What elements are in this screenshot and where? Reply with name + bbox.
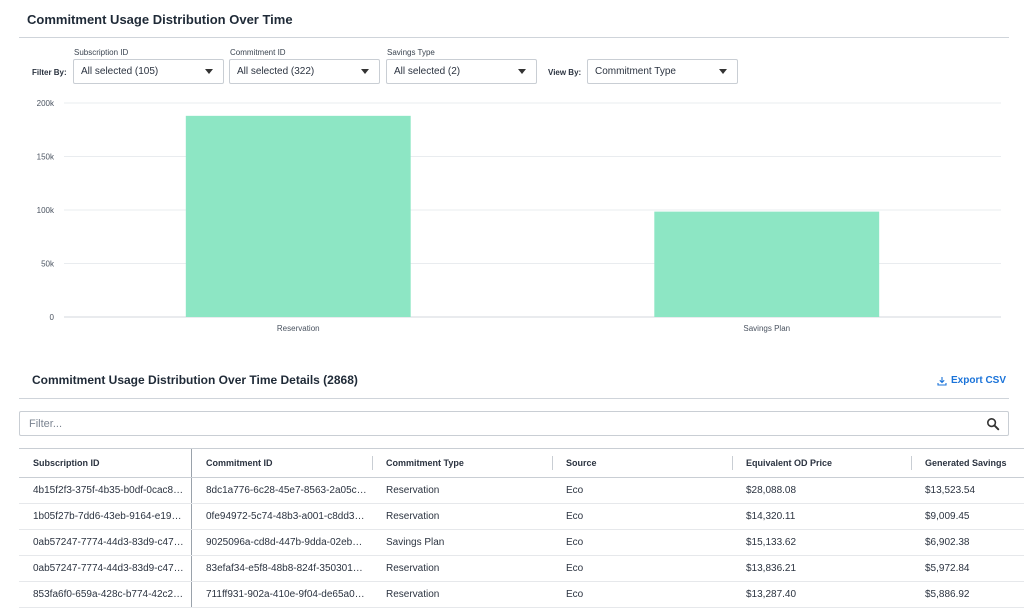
column-divider[interactable] xyxy=(911,456,912,470)
savings-type-filter-label: Savings Type xyxy=(387,48,435,57)
table-row[interactable]: 0ab57247-7774-44d3-83d9-c47… 9025096a-cd8… xyxy=(19,530,1024,556)
filter-by-label: Filter By: xyxy=(32,68,67,77)
commitment-type-cell: Reservation xyxy=(386,563,440,574)
export-csv-label: Export CSV xyxy=(951,375,1007,386)
frozen-column-divider xyxy=(191,449,192,477)
subscription-id-cell: 0ab57247-7774-44d3-83d9-c47… xyxy=(33,537,183,548)
chevron-down-icon xyxy=(518,69,526,74)
download-icon xyxy=(937,376,947,386)
usage-bar-chart: 0 50k 100k 150k 200k Reservation Savings Plan xyxy=(37,99,1001,333)
frozen-column-divider xyxy=(191,582,192,607)
source-cell: Eco xyxy=(566,511,584,522)
table-filter-placeholder: Filter... xyxy=(29,417,63,430)
details-table: Subscription ID Commitment ID Commitment… xyxy=(19,448,1024,608)
commitment-type-cell: Savings Plan xyxy=(386,537,445,548)
table-row[interactable]: 1b05f27b-7dd6-43eb-9164-e19… 0fe94972-5c7… xyxy=(19,504,1024,530)
table-filter-input[interactable]: Filter... xyxy=(19,411,1009,436)
commitment-filter-label: Commitment ID xyxy=(230,48,286,57)
commitment-id-cell: 9025096a-cd8d-447b-9dda-02eb… xyxy=(206,537,363,548)
frozen-column-divider xyxy=(191,504,192,529)
y-tick-label: 0 xyxy=(50,313,55,322)
table-row[interactable]: 0ab57247-7774-44d3-83d9-c47… 83efaf34-e5f… xyxy=(19,556,1024,582)
generated-savings-cell: $5,886.92 xyxy=(925,589,970,600)
search-icon[interactable] xyxy=(986,417,1000,431)
commitment-id-cell: 8dc1a776-6c28-45e7-8563-2a05c… xyxy=(206,485,366,496)
equivalent-od-price-cell: $14,320.11 xyxy=(746,511,796,522)
details-title: Commitment Usage Distribution Over Time … xyxy=(32,373,358,387)
source-cell: Eco xyxy=(566,589,584,600)
frozen-column-divider xyxy=(191,478,192,503)
equivalent-od-price-cell: $15,133.62 xyxy=(746,537,797,548)
commitment-id-cell: 0fe94972-5c74-48b3-a001-c8dd3… xyxy=(206,511,365,522)
y-tick-label: 50k xyxy=(41,260,55,269)
savings-type-filter-select[interactable]: All selected (2) xyxy=(386,59,537,84)
column-header-subscription-id[interactable]: Subscription ID xyxy=(33,458,100,468)
bar-reservation[interactable] xyxy=(185,115,411,317)
generated-savings-cell: $5,972.84 xyxy=(925,563,970,574)
subscription-filter-label: Subscription ID xyxy=(74,48,129,57)
y-tick-label: 100k xyxy=(37,206,55,215)
column-header-equivalent-od-price[interactable]: Equivalent OD Price xyxy=(746,458,833,468)
equivalent-od-price-cell: $13,836.21 xyxy=(746,563,797,574)
column-divider[interactable] xyxy=(552,456,553,470)
subscription-id-cell: 0ab57247-7774-44d3-83d9-c47… xyxy=(33,563,183,574)
commitment-type-cell: Reservation xyxy=(386,485,440,496)
subscription-id-cell: 1b05f27b-7dd6-43eb-9164-e19… xyxy=(33,511,182,522)
x-tick-label: Savings Plan xyxy=(743,324,790,333)
source-cell: Eco xyxy=(566,537,584,548)
source-cell: Eco xyxy=(566,485,584,496)
y-tick-label: 150k xyxy=(37,153,55,162)
column-header-commitment-type[interactable]: Commitment Type xyxy=(386,458,464,468)
column-header-source[interactable]: Source xyxy=(566,458,597,468)
chevron-down-icon xyxy=(205,69,213,74)
subscription-filter-value: All selected (105) xyxy=(81,66,159,77)
column-header-commitment-id[interactable]: Commitment ID xyxy=(206,458,273,468)
page-title: Commitment Usage Distribution Over Time xyxy=(27,12,293,27)
commitment-id-cell: 83efaf34-e5f8-48b8-824f-350301… xyxy=(206,563,363,574)
y-tick-label: 200k xyxy=(37,99,55,108)
chevron-down-icon xyxy=(361,69,369,74)
commitment-type-cell: Reservation xyxy=(386,589,440,600)
column-divider[interactable] xyxy=(732,456,733,470)
equivalent-od-price-cell: $28,088.08 xyxy=(746,485,797,496)
column-header-generated-savings[interactable]: Generated Savings xyxy=(925,458,1007,468)
title-divider xyxy=(19,37,1009,38)
subscription-id-cell: 4b15f2f3-375f-4b35-b0df-0cac8… xyxy=(33,485,183,496)
generated-savings-cell: $13,523.54 xyxy=(925,485,976,496)
view-by-value: Commitment Type xyxy=(595,66,676,77)
subscription-id-cell: 853fa6f0-659a-428c-b774-42c2… xyxy=(33,589,183,600)
chevron-down-icon xyxy=(719,69,727,74)
source-cell: Eco xyxy=(566,563,584,574)
equivalent-od-price-cell: $13,287.40 xyxy=(746,589,797,600)
frozen-column-divider xyxy=(191,530,192,555)
table-row[interactable]: 853fa6f0-659a-428c-b774-42c2… 711ff931-90… xyxy=(19,582,1024,608)
table-header-row: Subscription ID Commitment ID Commitment… xyxy=(19,449,1024,478)
view-by-label: View By: xyxy=(548,68,582,77)
export-csv-button[interactable]: Export CSV xyxy=(937,375,1006,386)
x-tick-label: Reservation xyxy=(277,324,320,333)
commitment-filter-select[interactable]: All selected (322) xyxy=(229,59,380,84)
generated-savings-cell: $6,902.38 xyxy=(925,537,970,548)
commitment-id-cell: 711ff931-902a-410e-9f04-de65a0… xyxy=(206,589,365,600)
column-divider[interactable] xyxy=(372,456,373,470)
frozen-column-divider xyxy=(191,556,192,581)
bar-savings-plan[interactable] xyxy=(654,211,880,317)
commitment-filter-value: All selected (322) xyxy=(237,66,315,77)
view-by-select[interactable]: Commitment Type xyxy=(587,59,738,84)
details-divider xyxy=(19,398,1009,399)
generated-savings-cell: $9,009.45 xyxy=(925,511,970,522)
table-row[interactable]: 4b15f2f3-375f-4b35-b0df-0cac8… 8dc1a776-6… xyxy=(19,478,1024,504)
commitment-type-cell: Reservation xyxy=(386,511,440,522)
savings-type-filter-value: All selected (2) xyxy=(394,66,461,77)
subscription-filter-select[interactable]: All selected (105) xyxy=(73,59,224,84)
